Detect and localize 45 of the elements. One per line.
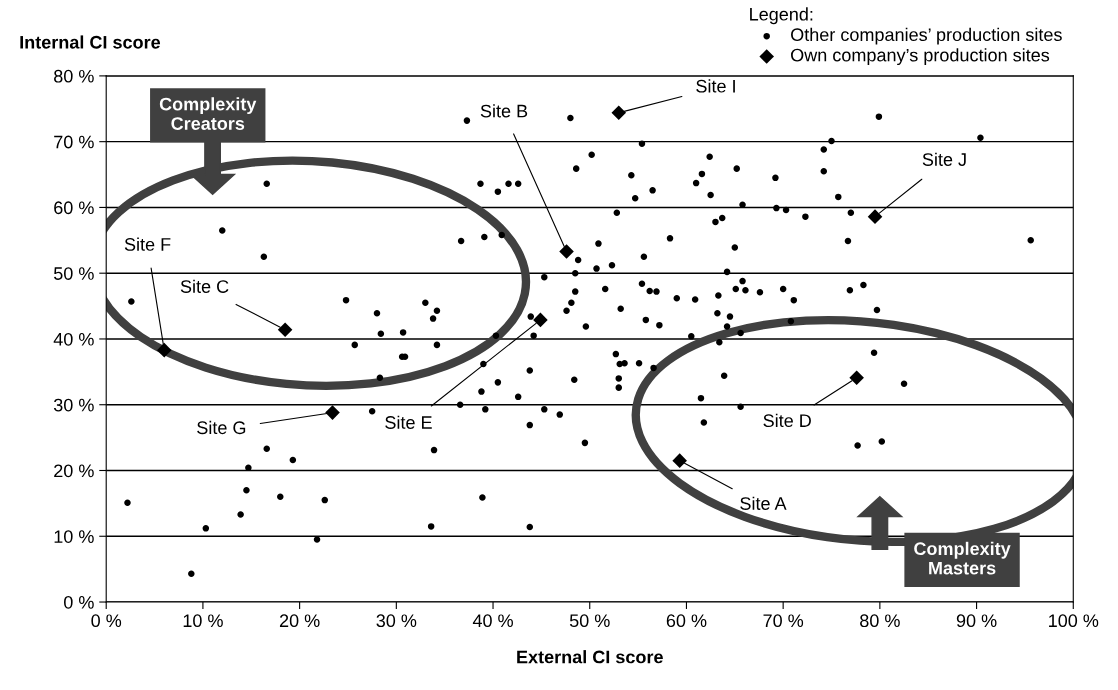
y-tick-label: 0 % <box>64 595 94 609</box>
point <box>325 405 340 420</box>
annotation: Site J <box>922 152 966 166</box>
x-tick-label: 80 % <box>860 614 900 628</box>
y-tick-label: 80 % <box>54 69 94 83</box>
point <box>559 244 574 259</box>
x-tick-label: 10 % <box>183 614 223 628</box>
x-axis-title: External CI score <box>517 650 663 664</box>
x-tick-label: 100 % <box>1049 614 1099 628</box>
point <box>277 322 293 338</box>
annotation: Site I <box>696 79 735 93</box>
y-tick-label: 20 % <box>54 464 94 478</box>
annotation: Site G <box>197 420 246 435</box>
annotation: Site F <box>124 237 171 251</box>
point <box>867 209 883 224</box>
y-tick-label: 50 % <box>53 267 94 280</box>
legend-title: Legend: <box>750 7 813 25</box>
y-axis-title: Internal CI score <box>20 35 161 49</box>
y-tick-label: 10 % <box>54 530 94 543</box>
annotation: Site D <box>763 413 811 428</box>
y-tick-label: 30 % <box>53 398 94 412</box>
point <box>672 453 687 468</box>
y-tick-label: 70 % <box>54 135 94 149</box>
x-tick-label: 20 % <box>279 614 320 628</box>
annotation: Complexity Creators <box>159 97 257 130</box>
point <box>611 105 627 121</box>
x-tick-label: 90 % <box>956 614 997 628</box>
point <box>849 370 864 386</box>
x-tick-label: 40 % <box>472 614 513 628</box>
y-tick-label: 60 % <box>54 201 94 215</box>
point <box>533 312 548 328</box>
x-tick-label: 50 % <box>569 614 610 628</box>
x-tick-label: 60 % <box>666 614 707 628</box>
legend-label: Other companies’ production sites <box>791 27 1062 45</box>
annotation: Site E <box>385 415 432 429</box>
legend-label: Own company’s production sites <box>791 48 1050 66</box>
point <box>156 342 172 358</box>
annotation: Site A <box>740 496 787 510</box>
x-tick-label: 0 % <box>91 614 122 628</box>
annotation: Site C <box>180 279 229 293</box>
annotation: Site B <box>480 104 528 118</box>
x-tick-label: 70 % <box>763 614 804 628</box>
x-tick-label: 30 % <box>376 614 417 628</box>
y-tick-label: 40 % <box>53 332 94 346</box>
annotation: Complexity Masters <box>914 541 1011 575</box>
